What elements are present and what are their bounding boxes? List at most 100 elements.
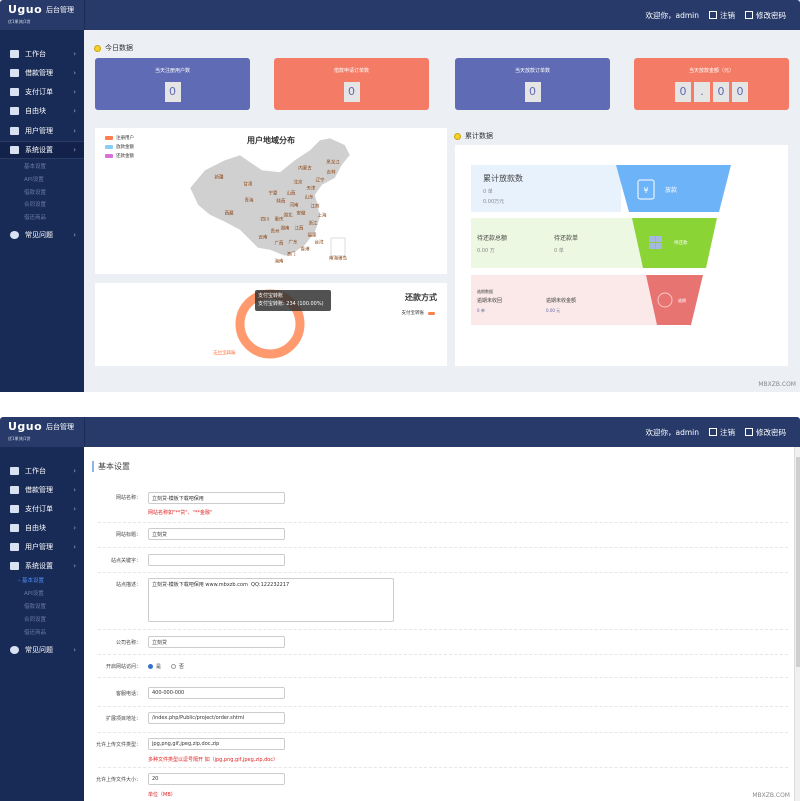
province-label[interactable]: 福建 bbox=[307, 233, 317, 239]
province-label[interactable]: 河南 bbox=[289, 203, 299, 209]
province-label[interactable]: 江西 bbox=[294, 226, 304, 232]
province-label[interactable]: 黑龙江 bbox=[326, 160, 340, 166]
province-label[interactable]: 上海 bbox=[317, 213, 327, 219]
province-label[interactable]: 贵州 bbox=[270, 229, 280, 235]
pie-legend[interactable]: 支付宝转账 bbox=[402, 310, 435, 316]
keywords-input[interactable] bbox=[148, 554, 285, 566]
legend-repaid[interactable]: 还款金额 bbox=[105, 153, 134, 159]
province-label[interactable]: 澳门 bbox=[286, 252, 296, 258]
funnel-loan-segment bbox=[616, 165, 731, 212]
province-label[interactable]: 山东 bbox=[304, 195, 314, 201]
monitor-icon bbox=[10, 50, 19, 58]
funnel-row-pending: 待还款总额 0.00 万 待还款单 0 单 bbox=[471, 218, 651, 268]
logout-button[interactable]: 注销 bbox=[709, 10, 735, 21]
province-label[interactable]: 广东 bbox=[288, 240, 298, 246]
description-textarea[interactable]: 立刻贷-模板下载吧保用 www.mbxzb.com QQ:122232217 bbox=[148, 578, 394, 622]
sidebar-item-workbench[interactable]: 工作台 › bbox=[0, 462, 84, 480]
province-label[interactable]: 浙江 bbox=[308, 221, 318, 227]
sidebar-item-settings[interactable]: 系统设置 › bbox=[0, 141, 84, 159]
receipt-icon bbox=[637, 179, 655, 200]
province-label[interactable]: 天津 bbox=[306, 186, 316, 192]
chevron-right-icon: › bbox=[73, 486, 76, 494]
change-password-button[interactable]: 修改密码 bbox=[745, 427, 786, 438]
sidebar-item-faq[interactable]: 常见问题 › bbox=[0, 226, 84, 244]
sub-item-api[interactable]: API设置 bbox=[24, 591, 44, 597]
province-label[interactable]: 江苏 bbox=[310, 204, 320, 210]
file-types-label: 允许上传文件类型： bbox=[95, 742, 141, 748]
legend-disbursed[interactable]: 放款金额 bbox=[105, 144, 134, 150]
sidebar-item-workbench[interactable]: 工作台 › bbox=[0, 45, 84, 63]
province-label[interactable]: 内蒙古 bbox=[298, 166, 312, 172]
logout-button[interactable]: 注销 bbox=[709, 427, 735, 438]
file-size-input[interactable] bbox=[148, 773, 285, 785]
province-label[interactable]: 广西 bbox=[274, 241, 284, 247]
radio-no[interactable]: 否 bbox=[171, 663, 184, 670]
sub-item-loan[interactable]: 借款设置 bbox=[24, 604, 47, 610]
sub-item-api[interactable]: API设置 bbox=[24, 177, 44, 183]
province-label[interactable]: 台湾 bbox=[314, 240, 324, 246]
watermark: MBXZB.COM bbox=[752, 792, 790, 799]
province-label[interactable]: 海南 bbox=[274, 259, 284, 265]
change-password-button[interactable]: 修改密码 bbox=[745, 10, 786, 21]
scrollbar-thumb[interactable] bbox=[796, 457, 800, 667]
province-label[interactable]: 湖南 bbox=[280, 226, 290, 232]
sidebar-item-faq[interactable]: 常见问题 › bbox=[0, 641, 84, 659]
province-label[interactable]: 南海诸岛 bbox=[329, 256, 347, 262]
sub-item-goods[interactable]: 借还商品 bbox=[24, 630, 47, 636]
province-label[interactable]: 陕西 bbox=[276, 199, 286, 205]
sidebar-item-settings[interactable]: 系统设置 › bbox=[0, 557, 84, 575]
sidebar-item-blocks[interactable]: 自由块 › bbox=[0, 519, 84, 537]
card-label: 当天放款订单数 bbox=[514, 68, 550, 74]
funnel-tag-pending: 待还款 bbox=[674, 241, 688, 246]
province-label[interactable]: 四川 bbox=[260, 217, 270, 223]
radio-yes[interactable]: 是 bbox=[148, 663, 161, 670]
province-label[interactable]: 安徽 bbox=[296, 211, 306, 217]
sidebar-item-orders[interactable]: 支付订单 › bbox=[0, 83, 84, 101]
sidebar-item-users[interactable]: 用户管理 › bbox=[0, 122, 84, 140]
funnel-row-loan: 累计放款数 0 单 0.00万元 bbox=[471, 165, 621, 212]
province-label[interactable]: 湖北 bbox=[283, 213, 293, 219]
province-label[interactable]: 甘肃 bbox=[243, 182, 253, 188]
sub-item-goods[interactable]: 借还商品 bbox=[24, 215, 47, 221]
sidebar-item-orders[interactable]: 支付订单 › bbox=[0, 500, 84, 518]
province-label[interactable]: 吉林 bbox=[326, 170, 336, 176]
chevron-right-icon: › bbox=[73, 69, 76, 77]
file-types-input[interactable] bbox=[148, 738, 285, 750]
settings-form: 基本设置 网站名称： 网站名称如"**贷"、"**金融" 网站标题： 站点关键字… bbox=[88, 447, 794, 801]
pending-orders-value: 0 单 bbox=[554, 248, 564, 254]
document-icon bbox=[10, 486, 19, 494]
province-label[interactable]: 宁夏 bbox=[268, 191, 278, 197]
cumulative-funnel: 累计放款数 0 单 0.00万元 待还款总额 0.00 万 待还款单 0 单 逾… bbox=[455, 145, 788, 366]
phone-input[interactable] bbox=[148, 687, 285, 699]
card-icon bbox=[10, 88, 19, 96]
province-label[interactable]: 山西 bbox=[286, 191, 296, 197]
site-name-input[interactable] bbox=[148, 492, 285, 504]
sub-item-basic[interactable]: 基本设置 bbox=[24, 164, 47, 170]
site-title-input[interactable] bbox=[148, 528, 285, 540]
province-label[interactable]: 云南 bbox=[258, 235, 268, 241]
province-label[interactable]: 青海 bbox=[244, 198, 254, 204]
pie-title: 还款方式 bbox=[405, 293, 437, 302]
province-label[interactable]: 西藏 bbox=[224, 211, 234, 217]
scrollbar[interactable] bbox=[794, 447, 800, 801]
china-map-shape[interactable] bbox=[95, 128, 447, 274]
province-label[interactable]: 北京 bbox=[293, 180, 303, 186]
chevron-right-icon: › bbox=[73, 505, 76, 513]
sidebar-item-loans[interactable]: 借款管理 › bbox=[0, 64, 84, 82]
province-label[interactable]: 新疆 bbox=[214, 175, 224, 181]
province-label[interactable]: 重庆 bbox=[274, 217, 284, 223]
legend-registered[interactable]: 注册用户 bbox=[105, 135, 134, 141]
logout-label: 注销 bbox=[720, 428, 735, 437]
sub-item-contract[interactable]: 合同设置 bbox=[24, 202, 47, 208]
sidebar-item-users[interactable]: 用户管理 › bbox=[0, 538, 84, 556]
sub-item-contract[interactable]: 合同设置 bbox=[24, 617, 47, 623]
province-label[interactable]: 辽宁 bbox=[315, 178, 325, 184]
site-title-label: 网站标题： bbox=[115, 532, 141, 538]
project-url-input[interactable] bbox=[148, 712, 285, 724]
sidebar-item-blocks[interactable]: 自由块 › bbox=[0, 102, 84, 120]
company-input[interactable] bbox=[148, 636, 285, 648]
province-label[interactable]: 香港 bbox=[300, 247, 310, 253]
sub-item-loan[interactable]: 借款设置 bbox=[24, 190, 47, 196]
sub-item-basic[interactable]: › 基本设置 bbox=[18, 578, 44, 585]
sidebar-item-loans[interactable]: 借款管理 › bbox=[0, 481, 84, 499]
